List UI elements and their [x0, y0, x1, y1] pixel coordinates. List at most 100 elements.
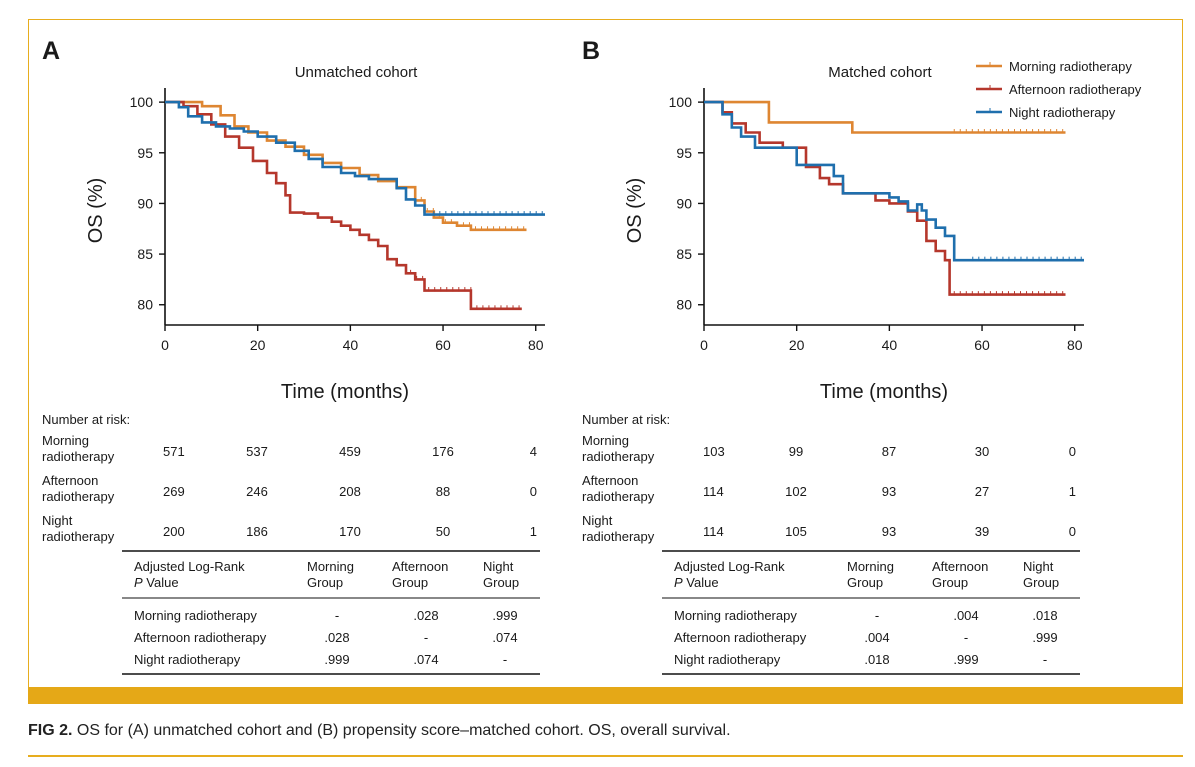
risk-row-label: radiotherapy	[582, 449, 655, 464]
pvalue-cell: .999	[324, 652, 349, 667]
y-tick-label: 85	[676, 246, 692, 262]
figure-frame	[28, 19, 1183, 687]
y-tick-label: 95	[676, 145, 692, 161]
pvalue-col-header: Group	[847, 575, 883, 590]
pvalue-col-header: Group	[1023, 575, 1059, 590]
risk-row-label: Afternoon	[582, 473, 638, 488]
risk-value: 0	[1069, 444, 1076, 459]
pvalue-cell: .004	[864, 630, 889, 645]
caption-rule	[28, 755, 1183, 757]
risk-value: 571	[163, 444, 185, 459]
x-tick-label: 0	[700, 337, 708, 353]
pvalue-col-header: Morning	[307, 559, 354, 574]
risk-value: 114	[703, 484, 724, 499]
series-line-afternoon	[704, 100, 1066, 296]
risk-value: 1	[530, 524, 537, 539]
series-line-night	[165, 100, 545, 216]
series-line-afternoon	[165, 100, 522, 311]
pvalue-cell: .018	[1032, 608, 1057, 623]
risk-value: 170	[339, 524, 361, 539]
risk-value: 200	[163, 524, 185, 539]
risk-row-label: radiotherapy	[582, 529, 655, 544]
risk-table-header: Number at risk:	[42, 412, 130, 427]
pvalue-row-label: Morning radiotherapy	[134, 608, 257, 623]
risk-row-label: radiotherapy	[42, 449, 115, 464]
pvalue-col-header: Group	[307, 575, 343, 590]
risk-value: 1	[1069, 484, 1076, 499]
x-tick-label: 80	[1067, 337, 1083, 353]
y-tick-label: 80	[137, 297, 153, 313]
pvalue-cell: .999	[492, 608, 517, 623]
y-tick-label: 90	[137, 195, 153, 211]
x-tick-label: 60	[435, 337, 451, 353]
risk-value: 27	[975, 484, 989, 499]
y-tick-label: 90	[676, 195, 692, 211]
pvalue-cell: .999	[1032, 630, 1057, 645]
pvalue-cell: .074	[492, 630, 517, 645]
risk-row-label: Morning	[42, 433, 89, 448]
pvalue-row-label: Morning radiotherapy	[674, 608, 797, 623]
risk-value: 39	[975, 524, 989, 539]
pvalue-row-label: Afternoon radiotherapy	[134, 630, 267, 645]
pvalue-cell: .018	[864, 652, 889, 667]
pvalue-cell: -	[424, 630, 428, 645]
y-axis-label: OS (%)	[624, 178, 646, 244]
y-axis-label: OS (%)	[85, 178, 107, 244]
risk-value: 4	[530, 444, 537, 459]
risk-value: 246	[246, 484, 268, 499]
pvalue-cell: .004	[953, 608, 978, 623]
pvalue-col-header: Group	[483, 575, 519, 590]
figure-caption: FIG 2. OS for (A) unmatched cohort and (…	[28, 722, 731, 740]
legend-entry: Afternoon radiotherapy	[1009, 82, 1142, 97]
series-line-night	[704, 100, 1084, 262]
pvalue-col-header: Night	[1023, 559, 1054, 574]
caption-label: FIG 2.	[28, 722, 73, 739]
risk-value: 105	[785, 524, 807, 539]
pvalue-col-header: Afternoon	[392, 559, 448, 574]
x-tick-label: 0	[161, 337, 169, 353]
pvalue-table-header-sub: P Value	[134, 575, 179, 590]
pvalue-cell: -	[875, 608, 879, 623]
pvalue-col-header: Group	[932, 575, 968, 590]
risk-value: 99	[789, 444, 803, 459]
caption-text: OS for (A) unmatched cohort and (B) prop…	[72, 722, 731, 739]
risk-value: 459	[339, 444, 361, 459]
risk-row-label: Morning	[582, 433, 629, 448]
pvalue-cell: .999	[953, 652, 978, 667]
x-tick-label: 20	[789, 337, 805, 353]
risk-row-label: radiotherapy	[42, 529, 115, 544]
x-tick-label: 60	[974, 337, 990, 353]
risk-value: 30	[975, 444, 989, 459]
pvalue-table-header-sub: P Value	[674, 575, 719, 590]
risk-value: 50	[436, 524, 450, 539]
risk-value: 537	[246, 444, 268, 459]
pvalue-table-header: Adjusted Log-Rank	[674, 559, 785, 574]
risk-value: 0	[1069, 524, 1076, 539]
pvalue-cell: .028	[324, 630, 349, 645]
value-word: Value	[683, 575, 719, 590]
x-axis-label: Time (months)	[281, 381, 409, 403]
x-tick-label: 40	[882, 337, 898, 353]
y-tick-label: 100	[669, 94, 693, 110]
value-word: Value	[143, 575, 179, 590]
risk-row-label: Afternoon	[42, 473, 98, 488]
pvalue-col-header: Morning	[847, 559, 894, 574]
risk-value: 186	[246, 524, 268, 539]
y-tick-label: 95	[137, 145, 153, 161]
risk-value: 102	[785, 484, 807, 499]
risk-value: 269	[163, 484, 185, 499]
pvalue-cell: .028	[413, 608, 438, 623]
pvalue-cell: -	[503, 652, 507, 667]
x-tick-label: 20	[250, 337, 266, 353]
y-tick-label: 85	[137, 246, 153, 262]
y-tick-label: 80	[676, 297, 692, 313]
risk-row-label: radiotherapy	[42, 489, 115, 504]
panel-label: A	[42, 37, 60, 65]
risk-value: 93	[882, 484, 896, 499]
pvalue-cell: .074	[413, 652, 438, 667]
risk-value: 0	[530, 484, 537, 499]
pvalue-cell: -	[1043, 652, 1047, 667]
